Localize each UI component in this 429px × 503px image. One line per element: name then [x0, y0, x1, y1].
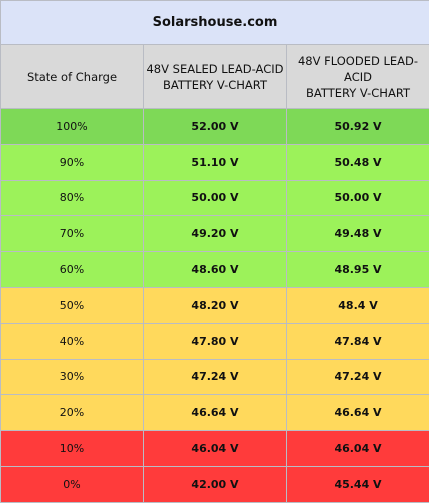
- table-row: 0% 42.00 V 45.44 V: [1, 466, 429, 502]
- chart-title: Solarshouse.com: [1, 1, 429, 45]
- flooded-voltage-cell: 47.84 V: [287, 323, 429, 359]
- state-of-charge-cell: 50%: [1, 287, 144, 323]
- header-row: State of Charge 48V SEALED LEAD-ACID BAT…: [1, 45, 429, 109]
- flooded-lead-acid-header: 48V FLOODED LEAD-ACID BATTERY V-CHART: [287, 45, 429, 109]
- table-row: 90% 51.10 V 50.48 V: [1, 144, 429, 180]
- sealed-voltage-cell: 49.20 V: [144, 216, 287, 252]
- state-of-charge-cell: 100%: [1, 109, 144, 145]
- flooded-voltage-cell: 48.4 V: [287, 287, 429, 323]
- table-row: 30% 47.24 V 47.24 V: [1, 359, 429, 395]
- table-row: 70% 49.20 V 49.48 V: [1, 216, 429, 252]
- flooded-voltage-cell: 47.24 V: [287, 359, 429, 395]
- flooded-voltage-cell: 46.64 V: [287, 395, 429, 431]
- sealed-voltage-cell: 46.04 V: [144, 431, 287, 467]
- table-row: 10% 46.04 V 46.04 V: [1, 431, 429, 467]
- state-of-charge-cell: 20%: [1, 395, 144, 431]
- state-of-charge-header: State of Charge: [1, 45, 144, 109]
- flooded-voltage-cell: 48.95 V: [287, 252, 429, 288]
- sealed-voltage-cell: 48.60 V: [144, 252, 287, 288]
- flooded-lead-acid-header-text: 48V FLOODED LEAD-ACID BATTERY V-CHART: [298, 54, 418, 100]
- sealed-voltage-cell: 51.10 V: [144, 144, 287, 180]
- state-of-charge-cell: 60%: [1, 252, 144, 288]
- sealed-voltage-cell: 47.80 V: [144, 323, 287, 359]
- sealed-voltage-cell: 50.00 V: [144, 180, 287, 216]
- flooded-voltage-cell: 50.00 V: [287, 180, 429, 216]
- flooded-voltage-cell: 45.44 V: [287, 466, 429, 502]
- flooded-voltage-cell: 50.92 V: [287, 109, 429, 145]
- table-row: 100% 52.00 V 50.92 V: [1, 109, 429, 145]
- flooded-voltage-cell: 50.48 V: [287, 144, 429, 180]
- flooded-voltage-cell: 46.04 V: [287, 431, 429, 467]
- table-row: 40% 47.80 V 47.84 V: [1, 323, 429, 359]
- sealed-voltage-cell: 42.00 V: [144, 466, 287, 502]
- table-row: 20% 46.64 V 46.64 V: [1, 395, 429, 431]
- table-row: 80% 50.00 V 50.00 V: [1, 180, 429, 216]
- state-of-charge-cell: 80%: [1, 180, 144, 216]
- sealed-lead-acid-header: 48V SEALED LEAD-ACID BATTERY V-CHART: [144, 45, 287, 109]
- sealed-voltage-cell: 52.00 V: [144, 109, 287, 145]
- table-row: 50% 48.20 V 48.4 V: [1, 287, 429, 323]
- state-of-charge-cell: 10%: [1, 431, 144, 467]
- title-row: Solarshouse.com: [1, 1, 429, 45]
- state-of-charge-cell: 40%: [1, 323, 144, 359]
- sealed-voltage-cell: 46.64 V: [144, 395, 287, 431]
- state-of-charge-cell: 70%: [1, 216, 144, 252]
- state-of-charge-cell: 0%: [1, 466, 144, 502]
- sealed-voltage-cell: 47.24 V: [144, 359, 287, 395]
- state-of-charge-cell: 30%: [1, 359, 144, 395]
- table-row: 60% 48.60 V 48.95 V: [1, 252, 429, 288]
- sealed-lead-acid-header-text: 48V SEALED LEAD-ACID BATTERY V-CHART: [146, 62, 283, 92]
- flooded-voltage-cell: 49.48 V: [287, 216, 429, 252]
- state-of-charge-cell: 90%: [1, 144, 144, 180]
- sealed-voltage-cell: 48.20 V: [144, 287, 287, 323]
